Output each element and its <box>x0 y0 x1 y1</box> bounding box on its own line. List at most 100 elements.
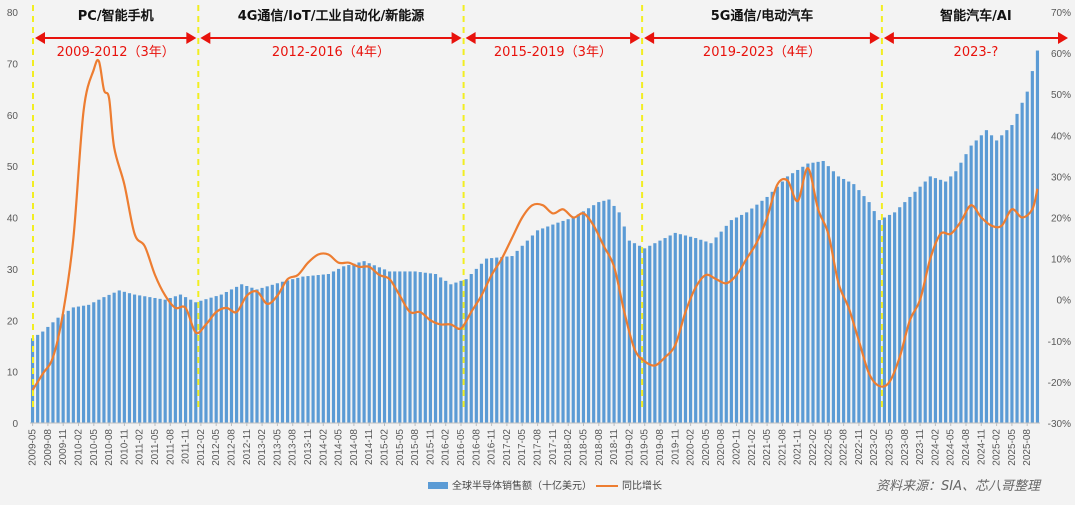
bar-2020-05 <box>704 241 708 423</box>
bar-2015-08 <box>413 271 417 423</box>
bar-2017-01 <box>500 257 504 423</box>
bar-2025-02 <box>995 140 999 423</box>
source-note: 资料来源：SIA、芯八哥整理 <box>876 479 1042 494</box>
bar-2014-06 <box>342 266 346 423</box>
bar-2016-02 <box>444 280 448 423</box>
left-tick-80: 80 <box>7 8 19 19</box>
bar-2025-05 <box>1010 125 1014 423</box>
bar-2022-01 <box>806 163 810 423</box>
bar-2015-02 <box>382 269 387 423</box>
bar-2015-12 <box>433 274 438 423</box>
bar-2022-06 <box>831 171 835 423</box>
bar-2015-01 <box>377 267 381 423</box>
bar-2022-12 <box>862 196 866 423</box>
bar-2021-11 <box>796 169 800 423</box>
era-label-3: 5G通信/电动汽车 <box>711 8 813 24</box>
bar-2015-04 <box>393 271 397 423</box>
bar-2020-11 <box>734 217 739 423</box>
bar-2020-12 <box>740 214 744 423</box>
bar-2016-11 <box>490 258 494 423</box>
right-tick-0: 0% <box>1057 296 1072 307</box>
bar-2022-10 <box>852 184 856 423</box>
bar-2018-04 <box>576 214 580 423</box>
bar-2011-09 <box>173 296 177 423</box>
bar-2021-12 <box>801 166 805 423</box>
bar-2011-03 <box>143 296 147 423</box>
right-tick-70: 70% <box>1051 8 1071 19</box>
bar-2019-11 <box>673 232 677 423</box>
bar-2023-10 <box>913 191 917 423</box>
bar-2024-06 <box>954 171 958 423</box>
bar-2023-09 <box>908 196 912 423</box>
bar-2018-09 <box>602 200 606 423</box>
x-tick-2022-02: 2022-02 <box>808 429 819 466</box>
bar-2020-04 <box>699 239 703 423</box>
bar-2017-12 <box>556 222 560 423</box>
x-tick-2020-05: 2020-05 <box>701 429 712 466</box>
bar-2020-07 <box>714 237 718 423</box>
bar-2014-04 <box>331 271 336 423</box>
era-period-4: 2023-? <box>954 45 999 60</box>
bar-2023-06 <box>893 212 897 423</box>
bar-2011-02 <box>138 295 142 423</box>
x-tick-2024-11: 2024-11 <box>976 429 987 465</box>
bar-2022-07 <box>836 176 841 423</box>
bar-2018-06 <box>586 208 591 423</box>
bar-2014-08 <box>352 263 356 423</box>
bar-2025-04 <box>1005 130 1009 423</box>
bar-2017-03 <box>510 256 514 423</box>
bar-2021-02 <box>750 208 754 423</box>
bar-2016-07 <box>469 274 473 423</box>
era-arrow-right-0 <box>186 32 197 44</box>
x-tick-2018-11: 2018-11 <box>609 429 620 465</box>
x-tick-2017-11: 2017-11 <box>548 429 559 465</box>
era-arrow-right-2 <box>630 32 641 44</box>
x-tick-2011-02: 2011-02 <box>135 429 146 465</box>
bar-2014-12 <box>372 265 376 423</box>
bar-2011-12 <box>189 299 193 423</box>
bar-2023-07 <box>898 207 902 423</box>
growth-line <box>31 58 1039 391</box>
legend: 全球半导体销售额（十亿美元） 同比增长 <box>428 479 662 492</box>
right-tick-40: 40% <box>1051 131 1071 142</box>
bar-2012-09 <box>235 286 239 423</box>
bar-2013-12 <box>311 275 315 423</box>
legend-swatch-sales <box>428 482 448 489</box>
x-tick-2021-11: 2021-11 <box>793 429 804 465</box>
x-tick-2020-11: 2020-11 <box>732 429 743 465</box>
bar-2017-09 <box>541 228 545 423</box>
bar-2012-03 <box>204 299 208 423</box>
era-arrow-left-4 <box>883 32 894 44</box>
x-tick-2014-11: 2014-11 <box>364 429 375 465</box>
bar-2018-03 <box>571 217 575 423</box>
bar-2020-09 <box>724 225 728 423</box>
bar-2021-08 <box>780 181 784 423</box>
era-period-2: 2015-2019（3年） <box>494 45 612 60</box>
bar-2012-07 <box>224 291 228 423</box>
x-tick-2011-05: 2011-05 <box>150 429 161 465</box>
left-tick-0: 0 <box>12 419 18 430</box>
era-arrow-right-1 <box>451 32 462 44</box>
bar-2025-07 <box>1020 102 1024 423</box>
x-tick-2014-08: 2014-08 <box>349 429 360 466</box>
era-arrow-right-4 <box>1058 32 1068 44</box>
bar-2010-08 <box>107 294 111 423</box>
bar-2012-05 <box>214 296 218 423</box>
bar-2020-10 <box>729 220 733 423</box>
left-tick-20: 20 <box>7 316 19 327</box>
bar-2009-08 <box>46 326 50 423</box>
right-axis: -30% -20% -10% 0% 10% 20% 30% 40% 50% 60% 70% <box>1048 8 1071 430</box>
bar-2012-06 <box>219 294 223 423</box>
bar-2015-09 <box>418 272 422 423</box>
bar-2016-04 <box>454 282 458 423</box>
bar-2014-09 <box>357 262 361 423</box>
bar-2018-12 <box>617 212 621 423</box>
bar-2013-04 <box>270 284 274 423</box>
bar-2011-01 <box>132 294 137 423</box>
x-tick-2021-08: 2021-08 <box>777 429 788 466</box>
left-tick-70: 70 <box>7 59 19 70</box>
left-axis: 0 10 20 30 40 50 60 70 80 <box>7 8 19 430</box>
x-tick-2018-02: 2018-02 <box>563 429 574 466</box>
bar-2013-05 <box>275 283 279 423</box>
x-tick-2016-11: 2016-11 <box>487 429 498 465</box>
